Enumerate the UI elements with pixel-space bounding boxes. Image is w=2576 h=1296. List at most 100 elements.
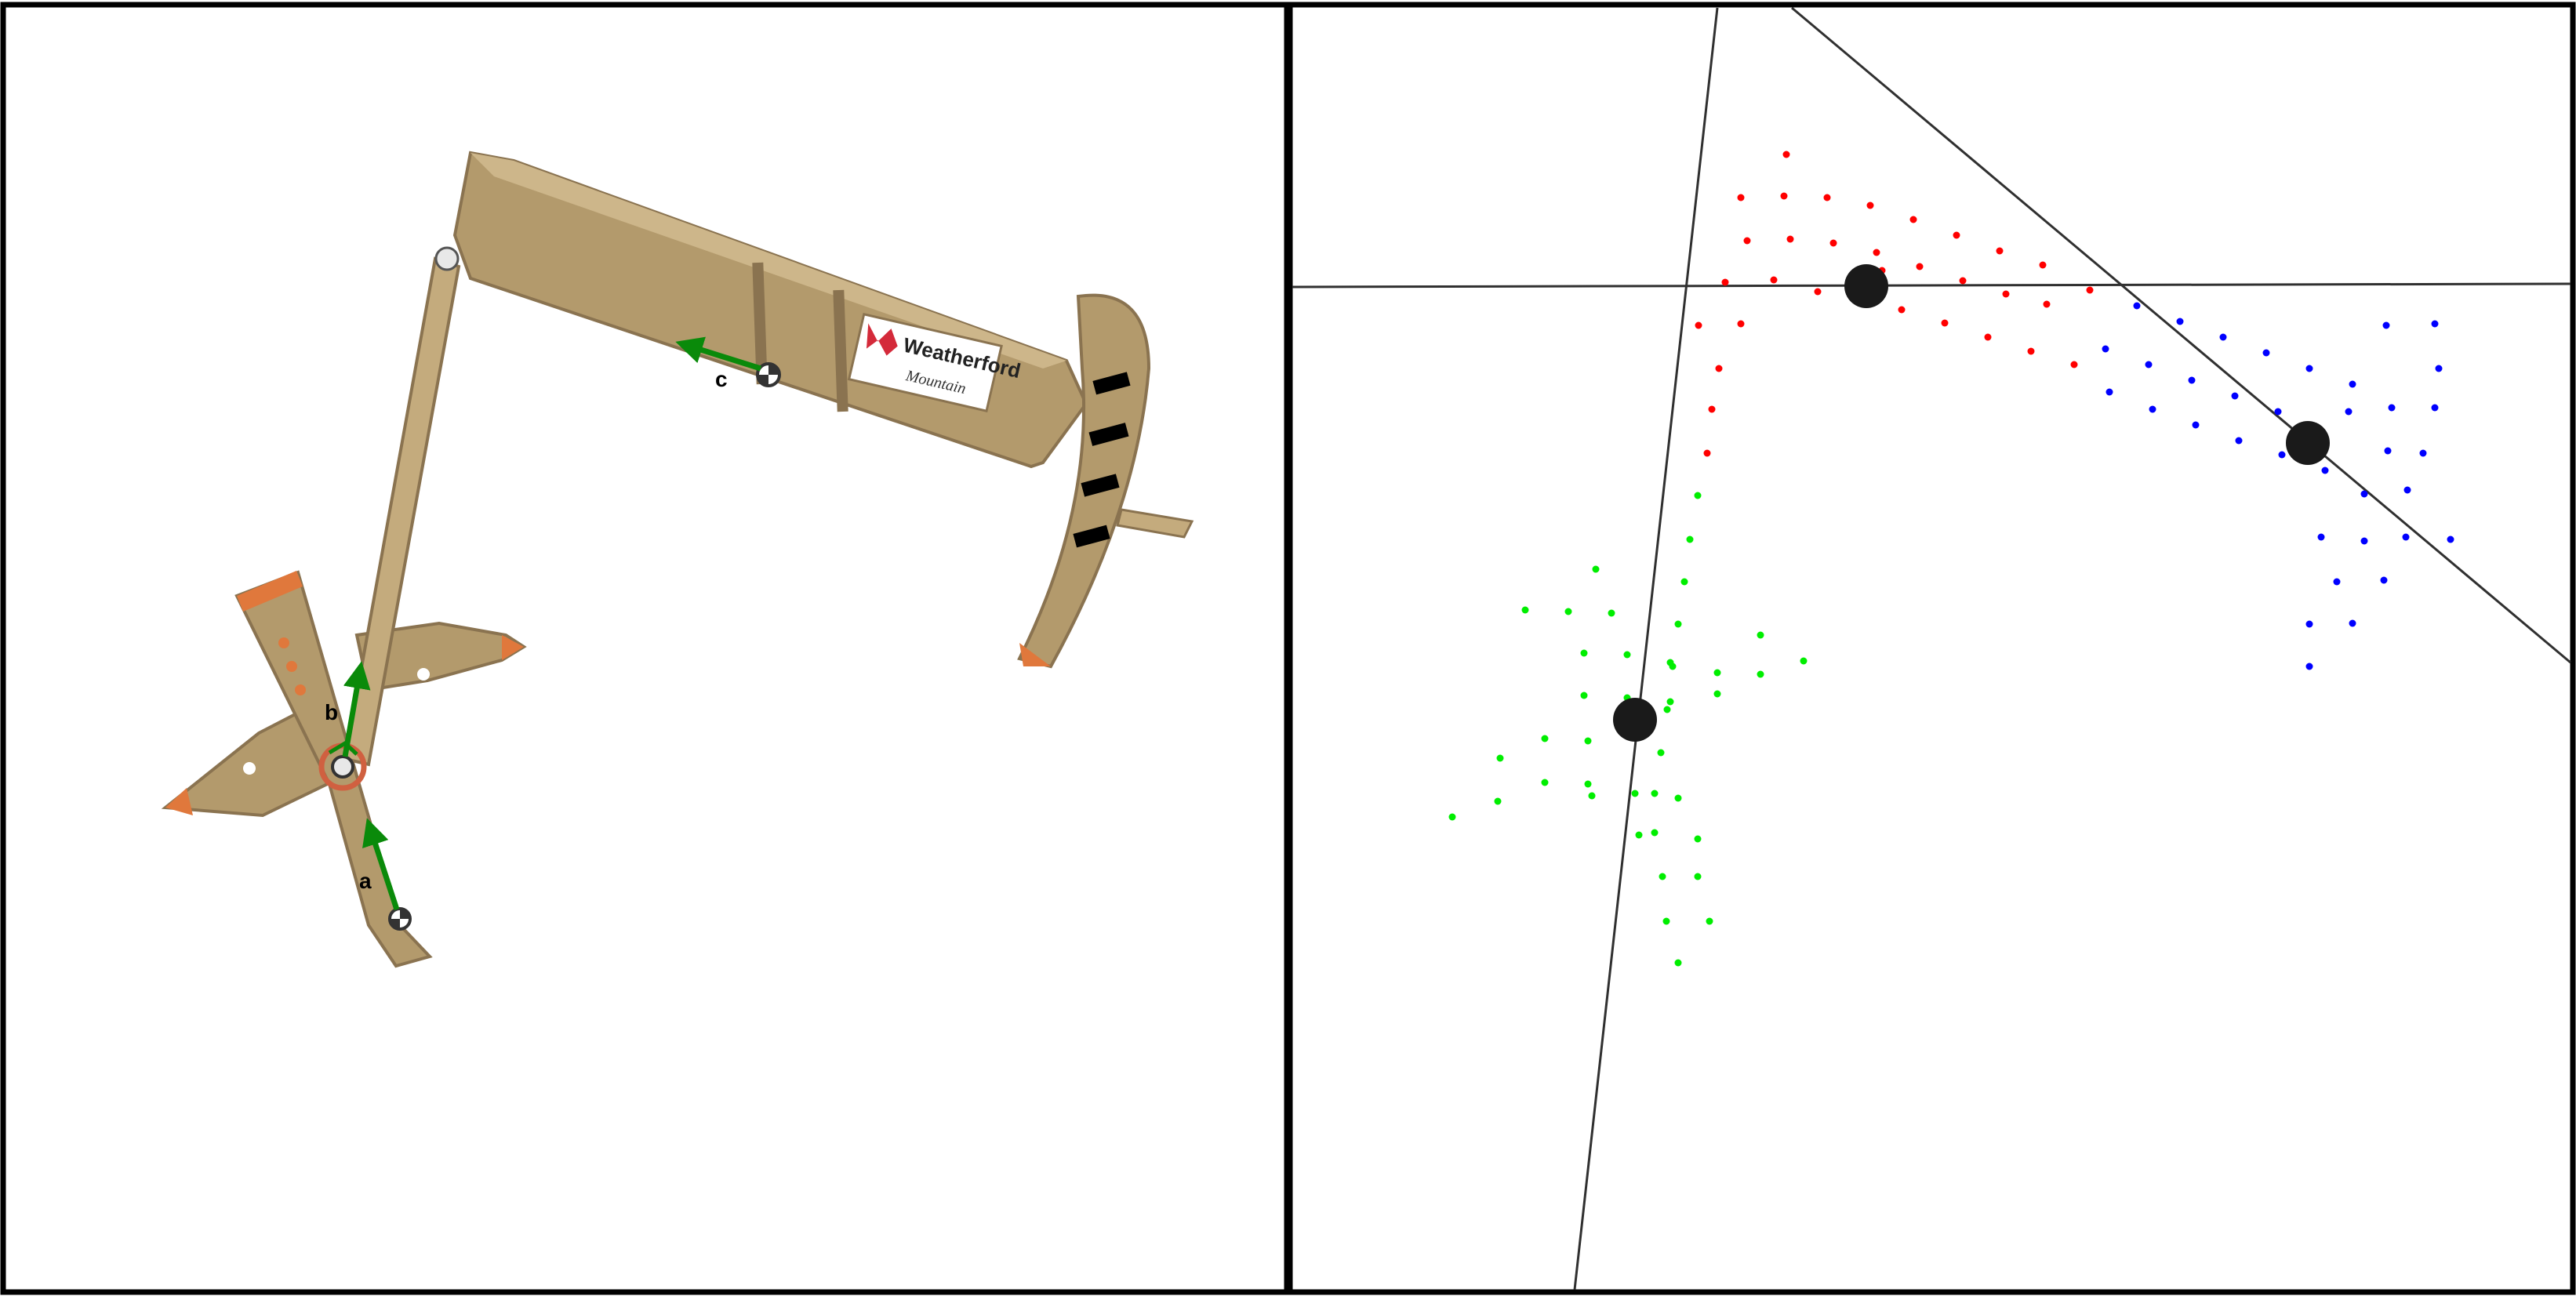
horse-head-slot <box>1092 372 1131 395</box>
point-green <box>1694 873 1702 880</box>
weatherford-sign: Weatherford Mountain <box>847 313 1023 412</box>
point-red <box>1996 247 2004 255</box>
walking-beam-top-face <box>471 153 1066 368</box>
point-blue <box>2231 392 2239 400</box>
fit-line-green <box>1573 7 1719 1291</box>
joint-a-marker-fill <box>390 909 410 929</box>
point-green <box>1674 620 1682 628</box>
point-red <box>2002 290 2010 298</box>
cluster-red-points <box>1695 151 2094 457</box>
point-blue <box>2235 437 2243 445</box>
point-blue <box>2145 361 2153 368</box>
point-blue <box>2105 388 2113 396</box>
joint-c-marker-fill <box>758 364 779 386</box>
point-green <box>1666 698 1674 706</box>
point-blue <box>2382 321 2390 329</box>
point-red <box>2070 361 2078 368</box>
pump-jack-image: Weatherford Mountain <box>161 151 1194 968</box>
crank-hole <box>286 661 297 672</box>
point-red <box>1873 249 1880 256</box>
point-green <box>1584 780 1592 788</box>
fit-lines <box>1292 6 2571 1291</box>
cluster-centers <box>1613 264 2330 742</box>
crank-hole <box>295 684 306 695</box>
point-red <box>1814 288 1822 296</box>
point-green <box>1651 829 1659 837</box>
point-blue <box>2333 578 2341 586</box>
joint-c <box>756 362 781 387</box>
point-red <box>1770 276 1778 284</box>
fit-line-red <box>1292 282 2571 289</box>
point-green <box>1757 631 1764 639</box>
crank-right-tip <box>502 635 524 660</box>
point-blue <box>2360 537 2368 545</box>
point-green <box>1800 657 1808 665</box>
point-blue <box>2262 349 2270 357</box>
point-green <box>1706 917 1713 925</box>
point-blue <box>2360 490 2368 498</box>
point-green <box>1674 794 1682 802</box>
joint-label-b: b <box>325 700 338 724</box>
crank-hole <box>417 668 430 681</box>
crank-hole <box>278 637 289 648</box>
right-panel <box>1287 2 2576 1295</box>
point-blue <box>2349 619 2356 627</box>
point-green <box>1713 669 1721 677</box>
point-red <box>1721 278 1729 286</box>
fit-line-blue <box>1791 6 2571 664</box>
joint-label-a: a <box>359 869 372 893</box>
point-green <box>1592 565 1600 573</box>
point-green <box>1657 749 1665 757</box>
cluster-blue-points <box>2102 302 2454 670</box>
point-red <box>1898 306 1906 314</box>
joint-a <box>388 907 412 931</box>
left-panel-frame <box>0 2 1290 1295</box>
point-blue <box>2188 376 2196 384</box>
point-blue <box>2388 404 2396 412</box>
point-red <box>2039 261 2047 269</box>
horse-head-slot <box>1081 474 1120 497</box>
point-blue <box>2305 663 2313 670</box>
horse-head-tip <box>1019 643 1051 666</box>
point-blue <box>2176 318 2184 325</box>
bridle-carrier <box>1116 508 1194 539</box>
horse-head-slot <box>1088 423 1129 446</box>
point-red <box>1984 333 1992 341</box>
point-green <box>1541 779 1549 786</box>
point-blue <box>2380 576 2388 584</box>
point-red <box>1737 320 1745 328</box>
point-red <box>1953 231 1960 239</box>
beam-rib <box>752 262 768 385</box>
cluster-center-red-marker <box>1844 264 1888 308</box>
point-red <box>1786 235 1794 243</box>
point-red <box>1916 263 1924 270</box>
point-blue <box>2317 533 2325 541</box>
point-red <box>1780 192 1788 200</box>
point-blue <box>2431 404 2439 412</box>
point-green <box>1494 797 1502 805</box>
crank-hole <box>243 762 256 775</box>
point-red <box>1708 405 1716 413</box>
point-green <box>1674 959 1682 967</box>
point-red <box>1703 449 1711 457</box>
point-red <box>1695 321 1702 329</box>
cluster-green-points <box>1448 492 1808 967</box>
point-blue <box>2349 380 2356 388</box>
point-green <box>1662 917 1670 925</box>
point-green <box>1757 670 1764 678</box>
point-blue <box>2435 365 2443 372</box>
point-blue <box>2447 535 2454 543</box>
point-red <box>1909 216 1917 223</box>
point-red <box>1715 365 1723 372</box>
point-red <box>1743 237 1751 245</box>
point-green <box>1521 606 1529 614</box>
point-green <box>1580 692 1588 699</box>
point-green <box>1713 690 1721 698</box>
beam-rib <box>833 289 848 412</box>
point-blue <box>2345 408 2353 416</box>
point-green <box>1580 649 1588 657</box>
point-green <box>1564 608 1572 615</box>
cluster-center-green-marker <box>1613 698 1657 742</box>
left-panel: Weatherford Mountain <box>0 2 1290 1295</box>
